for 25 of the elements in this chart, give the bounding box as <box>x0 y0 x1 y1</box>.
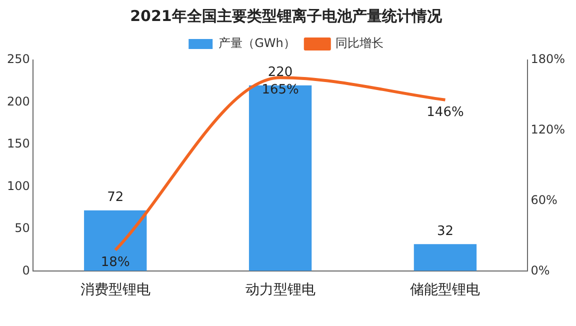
y2-tick-label: 180% <box>530 52 566 66</box>
chart-title: 2021年全国主要类型锂离子电池产量统计情况 <box>130 6 443 25</box>
bar <box>414 244 477 271</box>
data-label: 146% <box>426 104 464 120</box>
data-label: 165% <box>262 82 299 98</box>
data-label: 32 <box>436 224 454 240</box>
y-tick-label: 250 <box>7 52 30 66</box>
legend-label: 同比增长 <box>335 36 384 50</box>
y-tick-label: 0 <box>22 263 30 278</box>
data-label: 72 <box>107 190 124 206</box>
x-tick-label: 动力型锂电 <box>245 282 316 298</box>
y2-tick-label: 60% <box>530 192 558 207</box>
legend-label: 产量（GWh） <box>218 36 296 50</box>
y2-tick-label: 120% <box>530 122 566 137</box>
y-tick-label: 100 <box>7 178 30 193</box>
data-label: 18% <box>100 254 130 270</box>
bar <box>84 210 147 271</box>
data-label: 220 <box>268 65 293 80</box>
x-tick-label: 消费型锂电 <box>80 282 150 298</box>
y-tick-label: 200 <box>7 94 30 108</box>
bar <box>248 85 312 271</box>
y-tick-label: 150 <box>7 136 30 151</box>
x-tick-label: 储能型锂电 <box>410 282 480 298</box>
y-tick-label: 50 <box>14 221 30 236</box>
y2-tick-label: 0% <box>530 263 550 278</box>
